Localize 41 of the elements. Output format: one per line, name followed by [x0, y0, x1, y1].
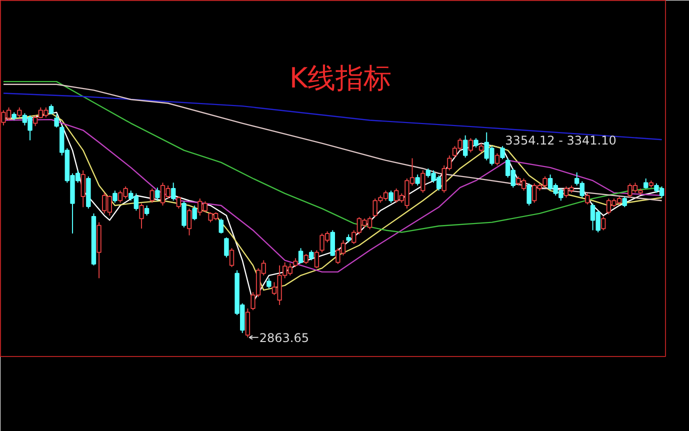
candlestick [298, 248, 304, 264]
candlestick [309, 250, 314, 261]
candlestick [176, 196, 182, 210]
candlestick [601, 216, 606, 231]
annotation: 2863.65 [259, 330, 309, 345]
candlestick [468, 138, 474, 153]
candlestick [304, 253, 308, 265]
candlestick [494, 152, 500, 166]
candlestick [182, 200, 186, 228]
candlestick [144, 205, 150, 216]
candlestick [266, 278, 272, 289]
candlestick [245, 308, 250, 338]
candlestick [500, 146, 505, 160]
candlestick [415, 174, 420, 186]
chart-title: K线指标 [289, 62, 392, 94]
candlestick [112, 190, 118, 204]
candlestick [48, 104, 54, 115]
candlestick [150, 188, 154, 204]
candlestick [644, 178, 648, 190]
candlestick [478, 142, 484, 153]
candlestick [622, 196, 627, 208]
candlestick [218, 218, 224, 234]
candlestick [139, 202, 144, 230]
candlestick [585, 192, 590, 205]
candlestick [54, 114, 59, 128]
candlestick [17, 106, 22, 118]
candlestick [224, 236, 229, 258]
candlestick [474, 138, 478, 148]
candlestick [314, 250, 320, 269]
candlestick [462, 134, 468, 158]
candlestick [155, 187, 160, 202]
candlestick [229, 248, 234, 268]
candlestick [330, 230, 335, 257]
annotation: 3354.12 - 3341.10 [505, 133, 616, 148]
candlestick [80, 170, 86, 208]
candlestick [526, 182, 532, 206]
candlestick [388, 190, 394, 204]
candlestick [186, 208, 192, 236]
candlestick [420, 170, 426, 194]
candlestick [192, 205, 197, 221]
candlestick [171, 182, 176, 202]
